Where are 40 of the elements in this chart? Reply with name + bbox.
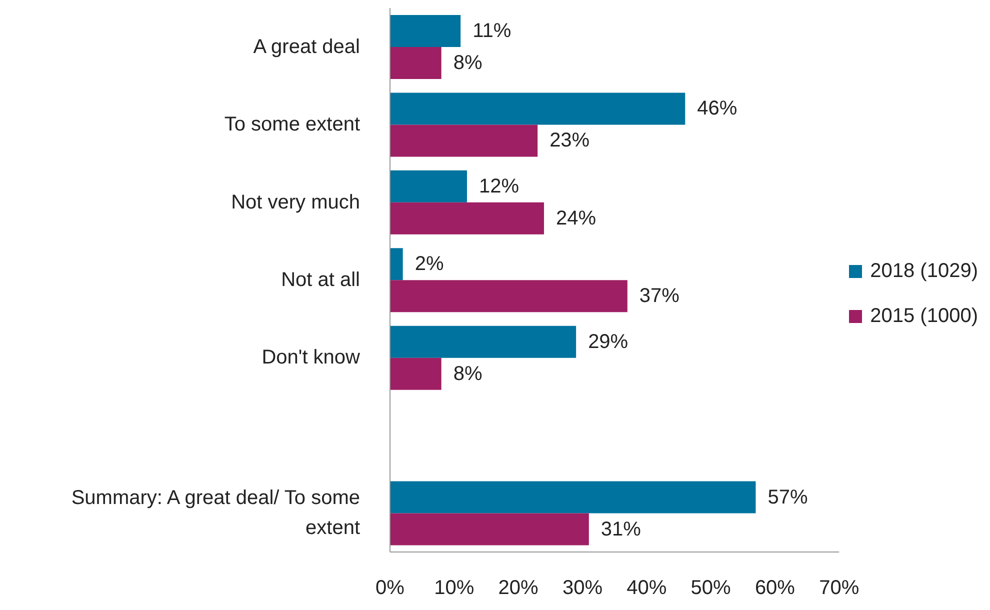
bar: [390, 92, 686, 125]
x-tick-label: 20%: [498, 577, 539, 600]
bar: [390, 326, 576, 358]
x-tick-label: 60%: [754, 577, 796, 600]
x-tick-label: 40%: [626, 577, 667, 600]
bar: [390, 14, 461, 47]
data-label: 8%: [453, 52, 482, 74]
y-tick-label: A great deal: [253, 36, 360, 58]
legend-label: 2015 (1000): [870, 305, 978, 328]
data-label: 29%: [588, 330, 628, 353]
data-label: 2%: [414, 253, 444, 276]
bar: [390, 46, 442, 79]
x-tick-label: 30%: [562, 577, 603, 600]
x-tick-label: 10%: [434, 577, 474, 600]
x-tick-label: 70%: [819, 577, 860, 600]
x-tick-label: 50%: [690, 577, 732, 600]
bar: [390, 170, 467, 202]
y-tick-label: To some extent: [224, 114, 360, 136]
bar: [390, 358, 442, 390]
y-tick-label: Not very much: [231, 191, 360, 214]
x-tick-label: 0%: [376, 577, 405, 600]
data-label: 12%: [478, 175, 520, 198]
y-tick-label: Not at all: [281, 269, 360, 291]
data-label: 24%: [556, 207, 596, 230]
data-label: 57%: [768, 486, 808, 508]
data-label: 46%: [697, 98, 738, 120]
y-tick-label: Don't know: [262, 346, 361, 369]
bar: [390, 280, 628, 312]
bar: [390, 481, 756, 514]
data-label: 31%: [600, 518, 642, 540]
bar: [390, 248, 403, 280]
data-label: 37%: [639, 285, 680, 308]
data-label: 8%: [453, 362, 482, 385]
bar: [390, 124, 538, 157]
data-label: 11%: [472, 20, 512, 42]
legend-label: 2018 (1029): [870, 260, 978, 283]
data-label: 23%: [550, 130, 590, 152]
y-tick-label: Summary: A great deal/ To some extent: [71, 487, 360, 540]
bar: [390, 202, 544, 234]
bar: [390, 513, 589, 546]
